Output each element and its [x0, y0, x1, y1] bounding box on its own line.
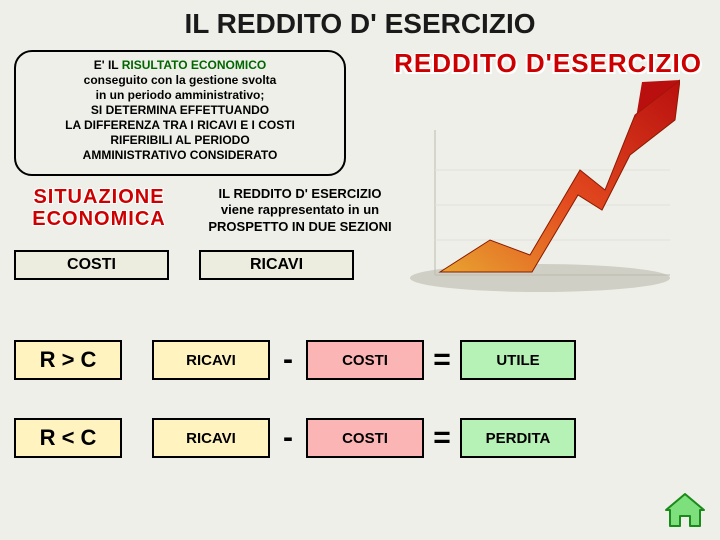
definition-line: AMMINISTRATIVO CONSIDERATO — [22, 148, 338, 163]
formula-chip: R < C — [14, 418, 122, 458]
definition-line: conseguito con la gestione svolta — [22, 73, 338, 88]
situazione-wordart: SITUAZIONE ECONOMICA — [14, 186, 184, 230]
equation-row: R > C RICAVI - COSTI = UTILE — [14, 340, 576, 380]
definition-line: RIFERIBILI AL PERIODO — [22, 133, 338, 148]
costi-chip: COSTI — [306, 418, 424, 458]
equation-row: R < C RICAVI - COSTI = PERDITA — [14, 418, 576, 458]
text-line: PROSPETTO IN DUE SEZIONI — [200, 219, 400, 235]
text-line: SITUAZIONE — [14, 186, 184, 208]
section-costi: COSTI — [14, 250, 169, 280]
prospetto-text: IL REDDITO D' ESERCIZIO viene rappresent… — [200, 186, 400, 235]
definition-box: E' IL RISULTATO ECONOMICO conseguito con… — [14, 50, 346, 176]
page-title: IL REDDITO D' ESERCIZIO — [0, 0, 720, 40]
section-ricavi: RICAVI — [199, 250, 354, 280]
text-line: IL REDDITO D' ESERCIZIO — [200, 186, 400, 202]
text-line: ECONOMICA — [14, 208, 184, 230]
result-chip: UTILE — [460, 340, 576, 380]
costi-chip: COSTI — [306, 340, 424, 380]
equals-operator: = — [424, 421, 460, 455]
result-chip: PERDITA — [460, 418, 576, 458]
ricavi-chip: RICAVI — [152, 418, 270, 458]
formula-chip: R > C — [14, 340, 122, 380]
ricavi-chip: RICAVI — [152, 340, 270, 380]
minus-operator: - — [270, 343, 306, 377]
text-line: viene rappresentato in un — [200, 202, 400, 218]
reddito-wordart: REDDITO D'ESERCIZIO — [394, 48, 702, 79]
highlight-text: RISULTATO ECONOMICO — [122, 58, 266, 72]
minus-operator: - — [270, 421, 306, 455]
home-icon[interactable] — [662, 492, 708, 530]
definition-line: LA DIFFERENZA TRA I RICAVI E I COSTI — [22, 118, 338, 133]
section-headers: COSTI RICAVI — [14, 250, 354, 280]
definition-line: in un periodo amministrativo; — [22, 88, 338, 103]
definition-line: E' IL RISULTATO ECONOMICO — [22, 58, 338, 73]
definition-line: SI DETERMINA EFFETTUANDO — [22, 103, 338, 118]
equals-operator: = — [424, 343, 460, 377]
text: E' IL — [94, 58, 122, 72]
arrow-chart-graphic — [380, 60, 680, 300]
